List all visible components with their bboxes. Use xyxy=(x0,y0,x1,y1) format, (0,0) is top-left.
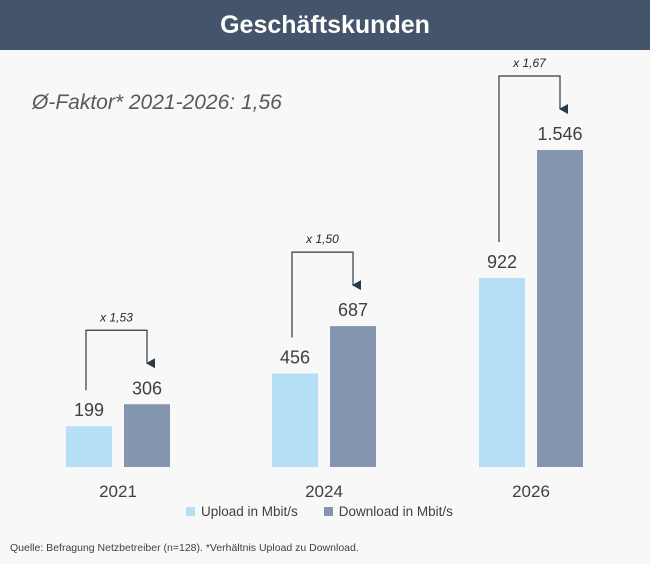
factor-label-2021: x 1,53 xyxy=(99,310,133,324)
chart-title: Geschäftskunden xyxy=(220,10,430,39)
category-label-2021: 2021 xyxy=(99,482,137,501)
legend-item-upload: Upload in Mbit/s xyxy=(186,504,298,519)
download-bar-2024 xyxy=(330,326,376,467)
legend: Upload in Mbit/s Download in Mbit/s xyxy=(186,504,479,519)
download-value-label-2026: 1.546 xyxy=(537,124,582,144)
header-bar: Geschäftskunden xyxy=(0,0,650,50)
upload-bar-2026 xyxy=(479,277,525,467)
overall-factor: Ø-Faktor* 2021-2026: 1,56 xyxy=(32,91,282,114)
upload-value-label-2024: 456 xyxy=(280,347,310,367)
legend-swatch-download xyxy=(323,507,333,516)
factor-arrow-2024 xyxy=(291,251,361,338)
legend-swatch-upload xyxy=(186,507,195,516)
source-note: Quelle: Befragung Netzbetreiber (n=128).… xyxy=(10,542,359,554)
legend-item-download: Download in Mbit/s xyxy=(323,504,453,519)
legend-label-download: Download in Mbit/s xyxy=(338,504,453,519)
upload-value-label-2026: 922 xyxy=(487,252,517,272)
upload-bar-2024 xyxy=(272,373,318,467)
factor-label-2026: x 1,67 xyxy=(512,56,547,70)
upload-bar-2021 xyxy=(66,426,112,467)
download-value-label-2024: 687 xyxy=(338,300,368,320)
category-label-2024: 2024 xyxy=(305,482,343,501)
legend-label-upload: Upload in Mbit/s xyxy=(201,504,298,519)
download-value-label-2021: 306 xyxy=(132,378,162,398)
download-bar-2026 xyxy=(537,150,583,467)
download-bar-2021 xyxy=(124,404,170,467)
factor-arrow-2026 xyxy=(498,75,568,242)
upload-value-label-2021: 199 xyxy=(74,400,104,420)
factor-label-2024: x 1,50 xyxy=(305,232,339,246)
category-label-2026: 2026 xyxy=(512,482,550,501)
factor-arrow-2021 xyxy=(85,329,155,391)
